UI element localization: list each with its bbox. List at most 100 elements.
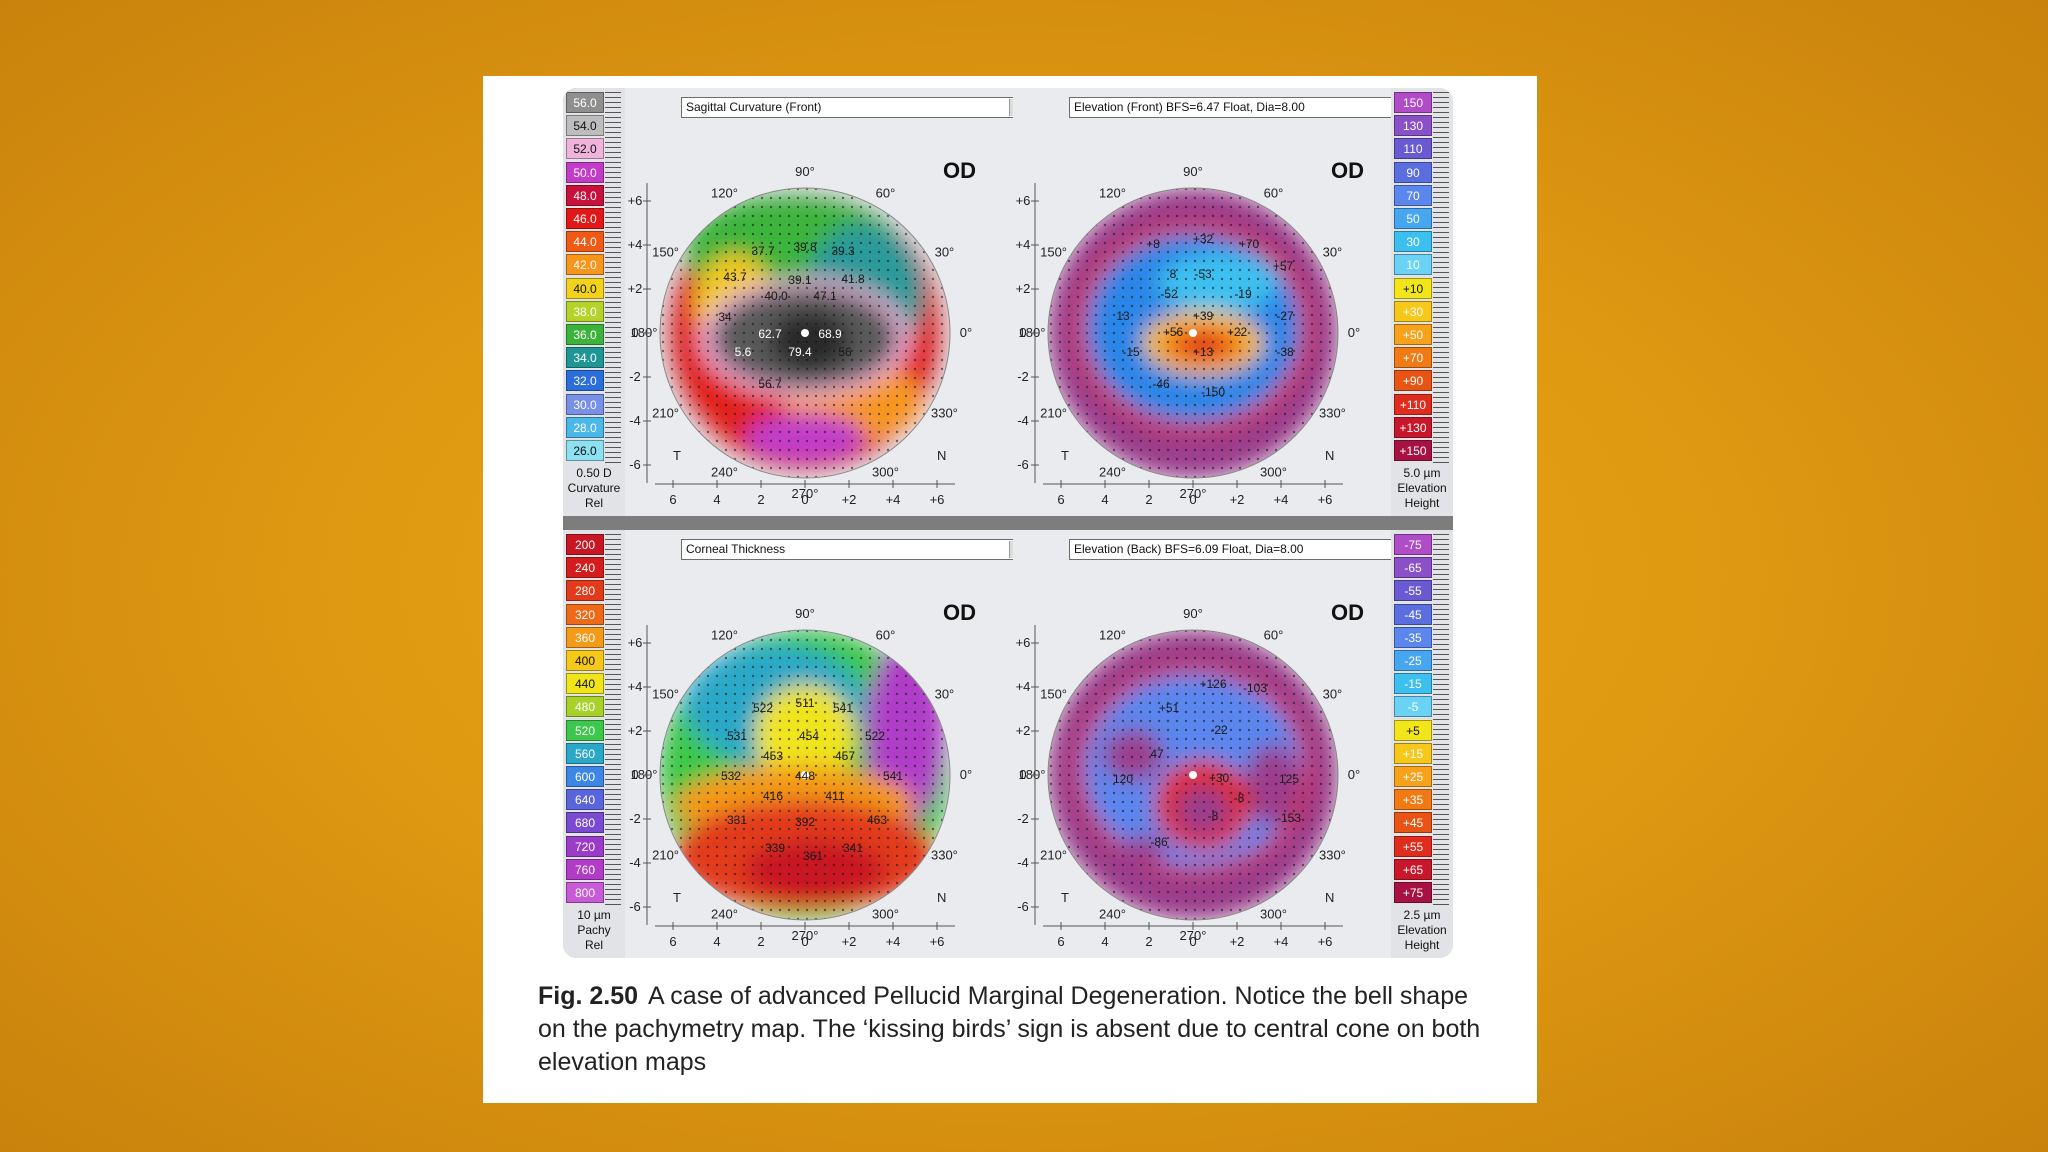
map-value: 43.7 (723, 270, 747, 284)
scale-ticks (1433, 534, 1449, 906)
scale-value: +15 (1394, 742, 1432, 764)
scale-value: +50 (1394, 324, 1432, 345)
x-tick-label: 4 (1101, 934, 1108, 949)
scale-value: 10 (1394, 254, 1432, 276)
map-value: -150 (1201, 385, 1225, 399)
map-value: 541 (883, 769, 903, 783)
y-tick-label: +2 (628, 281, 643, 296)
x-tick-label: 6 (669, 934, 676, 949)
map-value: 522 (865, 729, 885, 743)
scale-value: 480 (566, 696, 604, 718)
color-scale: 200 240 280 320 360 400 440 480 520 560 600 640 680 7… (563, 530, 625, 958)
y-tick-label: +6 (628, 635, 643, 650)
scale-value: 560 (566, 742, 604, 764)
y-tick-label: 0 (631, 325, 638, 340)
angle-label: 330° (1319, 406, 1346, 421)
map-value: 125 (1279, 772, 1299, 786)
scale-footer-text: Rel (584, 938, 603, 952)
scale-value: 440 (566, 673, 604, 695)
scale-value: 34.0 (566, 347, 604, 369)
y-tick-label: +6 (1016, 635, 1031, 650)
angle-label: 90° (1183, 606, 1203, 621)
temporal-label: T (1061, 890, 1069, 905)
elevation-front-panel: Elevation (Front) BFS=6.47 Float, Dia=8.… (1013, 88, 1453, 516)
map-value: -38 (1276, 345, 1294, 359)
scale-footer-text: 10 µm (577, 908, 611, 922)
angle-label: 300° (872, 464, 899, 479)
map-type-dropdown[interactable]: Elevation (Front) BFS=6.47 Float, Dia=8.… (1069, 97, 1417, 118)
y-tick-label: -6 (629, 457, 641, 472)
scale-value: 44.0 (566, 231, 604, 253)
scale-footer-text: 0.50 D (576, 466, 612, 480)
x-tick-label: 2 (757, 492, 764, 507)
angle-label: 150° (1040, 687, 1067, 702)
x-tick-label: 0 (801, 934, 808, 949)
scale-value: -45 (1394, 603, 1432, 625)
map-value: +30 (1209, 771, 1230, 785)
map-value: 34 (718, 310, 732, 324)
scale-value: +45 (1394, 812, 1432, 834)
y-tick-label: +4 (1016, 679, 1031, 694)
scale-value: +30 (1394, 300, 1432, 322)
scale-footer-text: Height (1404, 496, 1440, 510)
map-value: 68.9 (818, 327, 842, 341)
angle-label: 240° (711, 464, 738, 479)
map-value: 541 (833, 701, 853, 715)
angle-label: 240° (1099, 464, 1126, 479)
apex-marker (1189, 771, 1197, 779)
angle-label: 0° (960, 767, 972, 782)
scale-footer-text: 5.0 µm (1403, 466, 1441, 480)
angle-label: 0° (960, 325, 972, 340)
scale-value: 32.0 (566, 370, 604, 392)
angle-label: 90° (795, 606, 815, 621)
map-value: 392 (795, 815, 815, 829)
angle-label: 30° (1323, 245, 1343, 260)
temporal-label: T (673, 890, 681, 905)
map-type-dropdown[interactable]: Corneal Thickness▼ (681, 539, 1029, 560)
y-tick-label: 0 (631, 767, 638, 782)
scale-value: 320 (566, 603, 604, 625)
y-tick-label: -4 (629, 855, 641, 870)
angle-label: 330° (931, 406, 958, 421)
temporal-label: T (1061, 448, 1069, 463)
scale-value: +150 (1394, 440, 1432, 461)
map-value: 62.7 (758, 327, 782, 341)
scale-value: 680 (566, 812, 604, 834)
angle-label: 150° (652, 687, 679, 702)
scale-footer-text: Elevation (1397, 923, 1447, 937)
scale-value: 600 (566, 766, 604, 787)
map-value: +32 (1193, 232, 1214, 246)
apex-marker (1189, 329, 1197, 337)
angle-label: 60° (1264, 628, 1284, 643)
angle-label: 30° (935, 687, 955, 702)
scale-value: 56.0 (566, 92, 604, 113)
map-value: -52 (1160, 287, 1178, 301)
map-value: 511 (795, 696, 814, 710)
x-tick-label: +6 (1318, 492, 1333, 507)
nasal-label: N (937, 890, 946, 905)
scale-ticks (605, 534, 621, 906)
angle-label: 210° (652, 848, 679, 863)
scale-value: 200 (566, 534, 604, 555)
map-value: 47.1 (813, 289, 837, 303)
angle-label: 30° (1323, 687, 1343, 702)
angle-label: 270° (1180, 486, 1207, 501)
slide-card: Sagittal Curvature (Front)▼OD90°60°30°0°… (483, 76, 1537, 1103)
x-tick-label: 4 (713, 934, 720, 949)
map-value: 454 (799, 729, 819, 743)
scale-footer-text: Rel (584, 496, 603, 510)
scale-value: +10 (1394, 277, 1432, 299)
y-tick-label: -4 (629, 413, 641, 428)
y-tick-label: 0 (1019, 325, 1026, 340)
map-value: +13 (1193, 345, 1214, 359)
scale-footer-text: Height (1404, 938, 1440, 952)
x-tick-label: +6 (930, 492, 945, 507)
y-tick-label: -2 (629, 369, 641, 384)
map-type-label: Sagittal Curvature (Front) (686, 100, 822, 114)
y-tick-label: -6 (1017, 899, 1029, 914)
angle-label: 240° (711, 906, 738, 921)
map-value: -103 (1243, 681, 1267, 695)
nasal-label: N (937, 448, 946, 463)
y-tick-label: -6 (1017, 457, 1029, 472)
scale-value: +55 (1394, 835, 1432, 857)
